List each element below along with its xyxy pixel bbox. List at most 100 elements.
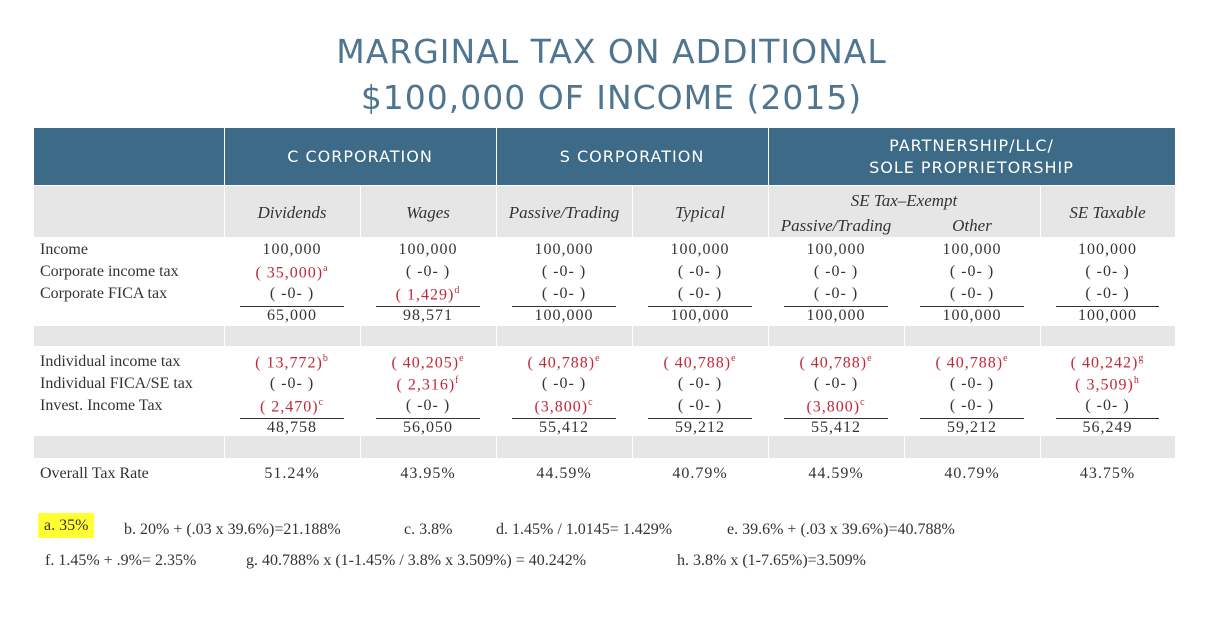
cell-c3-sub2: 59,212 [675,419,725,436]
cell-c2-iit: ( 40,788)e [527,353,601,372]
cell-c4-iit: ( 40,788)e [799,353,873,372]
cell-c2-sub1: 100,000 [534,307,594,324]
group-c-corporation: C CORPORATION [287,147,433,166]
footnote-ref: g [1138,353,1145,364]
subtotal-rule [920,306,1024,307]
cell-c6-inv: ( -0- ) [1085,397,1130,414]
cell-c0-ifica: ( -0- ) [269,375,315,392]
col-typical: Typical [675,203,725,222]
cell-c3-iit: ( 40,788)e [663,353,737,372]
cell-c1-inv: ( -0- ) [405,397,451,414]
cell-c6-rate: 43.75% [1079,465,1136,482]
footnote-c: c. 3.8% [404,521,453,538]
cell-c4-fica: ( -0- ) [813,285,859,302]
subtotal-rule [512,418,616,419]
column-divider [224,128,225,484]
group-s-corporation: S CORPORATION [559,147,705,166]
table-spacer-2 [34,436,1175,458]
cell-c3-income: 100,000 [670,241,730,258]
cell-c5-fica: ( -0- ) [949,285,995,302]
cell-c0-iit: ( 13,772)b [255,353,329,372]
cell-c2-fica: ( -0- ) [541,285,587,302]
cell-c6-ifica: ( 3,509)h [1075,375,1140,394]
subtotal-rule [784,306,888,307]
cell-c4-ifica: ( -0- ) [813,375,859,392]
cell-c6-iit: ( 40,242)g [1070,353,1145,372]
cell-c0-rate: 51.24% [264,465,320,482]
footnote-ref: c [318,397,325,408]
cell-c5-iit: ( 40,788)e [935,353,1009,372]
cell-c0-sub2: 48,758 [267,419,317,436]
cell-c6-income: 100,000 [1078,241,1137,258]
footnote-h: h. 3.8% x (1-7.65%)=3.509% [677,552,866,569]
col-s-passive-trading: Passive/Trading [508,203,620,222]
cell-c1-cit: ( -0- ) [405,263,451,280]
footnote-ref: d [454,285,461,296]
cell-c5-sub2: 59,212 [947,419,997,436]
footnote-ref: a [323,263,329,274]
cell-c1-sub2: 56,050 [403,419,453,436]
subtotal-rule [240,306,344,307]
cell-c3-fica: ( -0- ) [677,285,723,302]
cell-c2-ifica: ( -0- ) [541,375,587,392]
col-se-tax-exempt: SE Tax–Exempt [850,191,958,210]
col-other: Other [952,216,992,235]
cell-c4-cit: ( -0- ) [813,263,859,280]
cell-c5-cit: ( -0- ) [949,263,995,280]
cell-c4-inv: (3,800)c [806,397,866,416]
subtotal-rule [376,306,480,307]
cell-c0-inv: ( 2,470)c [259,397,325,416]
footnote-ref: b [322,353,329,364]
column-divider [904,237,905,484]
cell-c2-sub2: 55,412 [539,419,589,436]
subtotal-rule [648,306,752,307]
cell-c4-rate: 44.59% [808,465,864,482]
footnote-ref: e [731,353,737,364]
footnote-ref: e [595,353,601,364]
subtotal-rule [240,418,344,419]
footnote-b: b. 20% + (.03 x 39.6%)=21.188% [124,521,341,538]
cell-c5-ifica: ( -0- ) [949,375,995,392]
cell-c6-sub1: 100,000 [1078,307,1137,324]
subtotal-rule [920,418,1024,419]
subtotal-rule [1056,418,1159,419]
cell-c6-fica: ( -0- ) [1085,285,1130,302]
column-divider [360,186,361,484]
cell-c1-iit: ( 40,205)e [391,353,465,372]
column-divider [632,186,633,484]
cell-c0-cit: ( 35,000)a [255,263,329,282]
row-label-indiv-income-tax: Individual income tax [40,353,181,370]
cell-c6-sub2: 56,249 [1082,419,1133,436]
footnote-f: f. 1.45% + .9%= 2.35% [45,552,197,569]
footnote-ref: c [588,397,594,408]
cell-c5-sub1: 100,000 [942,307,1002,324]
cell-c5-rate: 40.79% [944,465,1000,482]
col-dividends: Dividends [257,203,327,222]
cell-c1-rate: 43.95% [400,465,456,482]
cell-c4-income: 100,000 [806,241,866,258]
subtotal-rule [376,418,480,419]
row-label-corp-fica: Corporate FICA tax [40,285,168,302]
cell-c2-rate: 44.59% [536,465,592,482]
col-p-passive-trading: Passive/Trading [780,216,892,235]
group-partnership-line1: PARTNERSHIP/LLC/ [889,136,1054,155]
footnote-ref: h [1133,375,1140,386]
footnote-ref: e [867,353,873,364]
row-label-invest-tax: Invest. Income Tax [40,397,163,414]
cell-c1-income: 100,000 [398,241,458,258]
column-divider [496,128,497,484]
cell-c2-income: 100,000 [534,241,594,258]
cell-c0-sub1: 65,000 [267,307,317,324]
subtotal-rule [648,418,752,419]
page-title-line1: MARGINAL TAX ON ADDITIONAL [336,32,887,71]
row-label-indiv-fica: Individual FICA/SE tax [40,375,193,392]
cell-c1-ifica: ( 2,316)f [396,375,460,394]
column-divider [768,128,769,484]
cell-c5-income: 100,000 [942,241,1002,258]
cell-c1-fica: ( 1,429)d [395,285,461,304]
footnote-ref: e [1003,353,1009,364]
cell-c3-rate: 40.79% [672,465,728,482]
cell-c2-inv: (3,800)c [534,397,594,416]
footnote-ref: c [860,397,866,408]
row-label-corp-income-tax: Corporate income tax [40,263,179,280]
